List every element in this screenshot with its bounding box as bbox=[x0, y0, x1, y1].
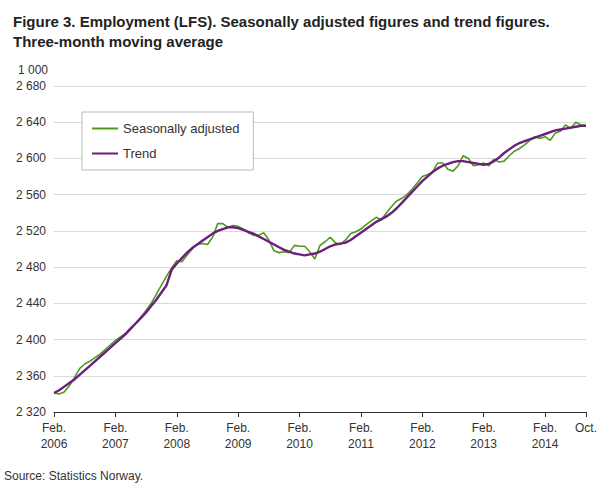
svg-text:Oct.: Oct. bbox=[575, 421, 597, 435]
svg-text:2 600: 2 600 bbox=[16, 151, 46, 165]
svg-text:Feb.: Feb. bbox=[472, 421, 496, 435]
svg-text:2 680: 2 680 bbox=[16, 79, 46, 93]
svg-text:2010: 2010 bbox=[286, 437, 313, 451]
svg-text:2011: 2011 bbox=[348, 437, 374, 451]
svg-text:Figure 3. Employment (LFS). Se: Figure 3. Employment (LFS). Seasonally a… bbox=[13, 13, 550, 30]
svg-text:2 480: 2 480 bbox=[16, 260, 46, 274]
svg-text:2012: 2012 bbox=[409, 437, 436, 451]
svg-text:2 560: 2 560 bbox=[16, 188, 46, 202]
svg-text:2 440: 2 440 bbox=[16, 296, 46, 310]
svg-text:2 640: 2 640 bbox=[16, 115, 46, 129]
svg-text:Feb.: Feb. bbox=[349, 421, 373, 435]
svg-text:Feb.: Feb. bbox=[288, 421, 312, 435]
svg-text:2009: 2009 bbox=[225, 437, 252, 451]
svg-text:2 400: 2 400 bbox=[16, 333, 46, 347]
svg-text:2014: 2014 bbox=[532, 437, 559, 451]
svg-text:1 000: 1 000 bbox=[18, 63, 48, 77]
svg-text:Seasonally adjusted: Seasonally adjusted bbox=[123, 121, 239, 136]
svg-text:2 360: 2 360 bbox=[16, 369, 46, 383]
svg-text:Feb.: Feb. bbox=[42, 421, 66, 435]
svg-text:Feb.: Feb. bbox=[410, 421, 434, 435]
svg-text:2 320: 2 320 bbox=[16, 405, 46, 419]
svg-text:Trend: Trend bbox=[123, 146, 156, 161]
svg-text:2 520: 2 520 bbox=[16, 224, 46, 238]
svg-text:Source: Statistics Norway.: Source: Statistics Norway. bbox=[4, 469, 143, 483]
svg-text:2006: 2006 bbox=[41, 437, 68, 451]
svg-text:Three-month moving average: Three-month moving average bbox=[13, 33, 223, 50]
svg-text:Feb.: Feb. bbox=[103, 421, 127, 435]
svg-text:2008: 2008 bbox=[163, 437, 190, 451]
svg-text:2007: 2007 bbox=[102, 437, 129, 451]
svg-text:Feb.: Feb. bbox=[533, 421, 557, 435]
svg-text:2013: 2013 bbox=[470, 437, 497, 451]
svg-text:Feb.: Feb. bbox=[165, 421, 189, 435]
svg-text:Feb.: Feb. bbox=[226, 421, 250, 435]
